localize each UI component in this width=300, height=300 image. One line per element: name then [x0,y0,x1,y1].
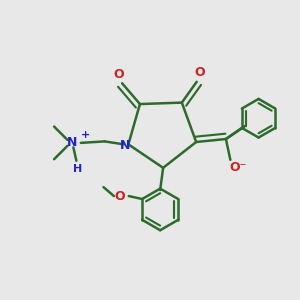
Text: +: + [81,130,90,140]
Text: O: O [194,66,205,80]
Text: O⁻: O⁻ [229,161,246,174]
Text: H: H [73,164,83,174]
Text: O: O [115,190,125,202]
Text: N: N [120,140,130,152]
Text: O: O [114,68,124,81]
Text: N: N [67,136,77,149]
